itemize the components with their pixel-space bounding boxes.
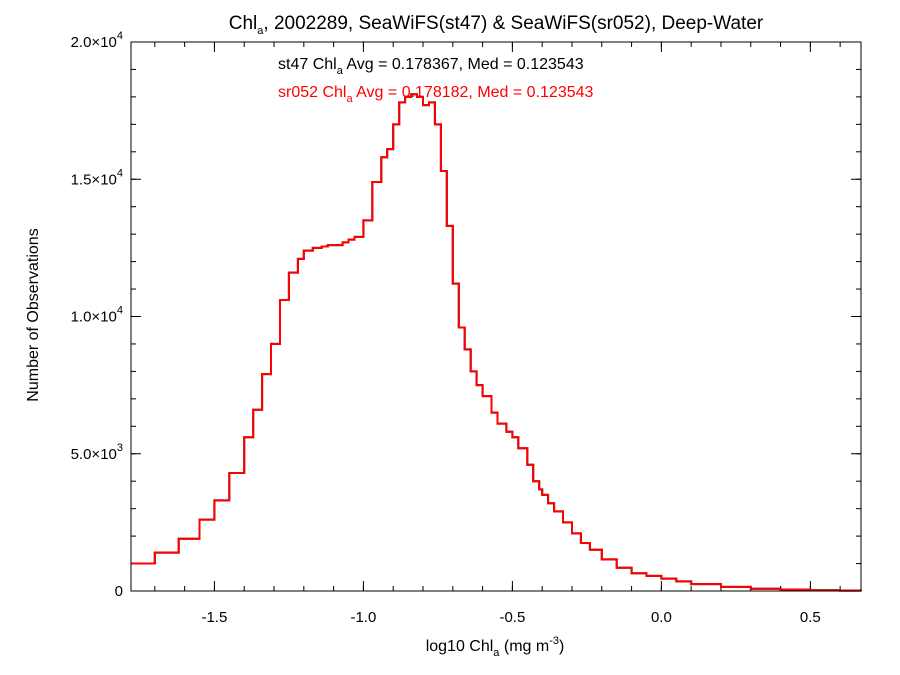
y-axis-label: Number of Observations xyxy=(25,228,42,401)
x-tick-labels: -1.5 -1.0 -0.5 0.0 0.5 xyxy=(201,609,820,626)
annotation-sr052: sr052 Chla Avg = 0.178182, Med = 0.12354… xyxy=(278,84,594,105)
x-tick-label: -0.5 xyxy=(499,609,525,626)
plot-frame xyxy=(130,41,862,592)
y-tick-label: 1.5×104 xyxy=(71,167,123,188)
x-tick-label: 0.5 xyxy=(800,609,821,626)
chart-title: Chla, 2002289, SeaWiFS(st47) & SeaWiFS(s… xyxy=(229,13,764,37)
x-tick-label: 0.0 xyxy=(651,609,672,626)
y-tick-label: 1.0×104 xyxy=(71,305,123,326)
y-tick-label: 0 xyxy=(115,583,123,600)
data-series xyxy=(131,93,862,592)
annotation-st47: st47 Chla Avg = 0.178367, Med = 0.123543 xyxy=(278,56,584,77)
axis-ticks xyxy=(131,41,861,592)
y-tick-label: 5.0×103 xyxy=(71,442,123,463)
y-tick-labels: 0 5.0×103 1.0×104 1.5×104 2.0×104 xyxy=(71,30,123,600)
x-axis-label: log10 Chla (mg m-3) xyxy=(426,635,565,659)
y-tick-label: 2.0×104 xyxy=(71,30,123,51)
x-tick-label: -1.0 xyxy=(350,609,376,626)
series-sr052-line xyxy=(131,93,862,592)
x-tick-label: -1.5 xyxy=(201,609,227,626)
